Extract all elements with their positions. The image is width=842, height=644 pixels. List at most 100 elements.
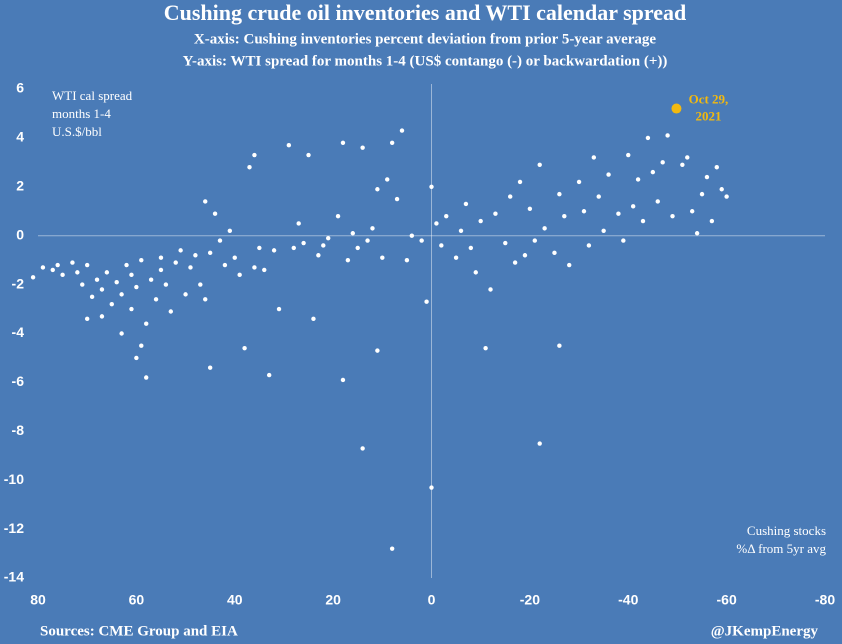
point <box>119 292 124 297</box>
point <box>99 287 105 292</box>
y-tick-label: 4 <box>16 129 24 145</box>
point <box>237 272 242 278</box>
source: Sources: CME Group and EIA <box>40 623 238 639</box>
point <box>232 255 237 260</box>
chart-title: Cushing crude oil inventories and WTI ca… <box>164 0 687 25</box>
annotation: 2021 <box>695 109 721 124</box>
point <box>291 245 296 251</box>
point <box>321 243 326 248</box>
point <box>685 155 690 160</box>
point <box>458 228 464 234</box>
y-tick-label: -10 <box>4 471 24 487</box>
point <box>699 191 705 197</box>
point <box>252 265 257 270</box>
point <box>360 145 365 150</box>
point <box>370 226 375 231</box>
point <box>645 135 651 141</box>
y-axis-label: U.S.$/bbl <box>52 124 102 139</box>
x-tick-label: 80 <box>30 592 46 608</box>
point <box>517 179 523 185</box>
point <box>404 257 410 263</box>
point <box>655 199 660 204</box>
point <box>144 321 149 326</box>
point <box>429 184 434 189</box>
point <box>399 128 405 133</box>
point <box>40 265 46 270</box>
y-tick-label: 6 <box>16 80 24 96</box>
point <box>389 546 395 551</box>
point <box>139 257 144 263</box>
point <box>626 152 631 158</box>
point <box>483 345 488 351</box>
point <box>616 211 621 216</box>
point <box>345 257 351 263</box>
point <box>630 204 636 209</box>
point <box>148 277 154 282</box>
point <box>296 221 301 226</box>
point <box>84 262 90 268</box>
x-axis-label: Cushing stocks <box>747 523 826 538</box>
point <box>512 260 518 265</box>
point <box>389 140 395 145</box>
x-axis-label: %Δ from 5yr avg <box>736 541 826 556</box>
point <box>419 238 424 243</box>
point <box>670 213 675 219</box>
point <box>488 287 493 292</box>
point <box>704 174 710 180</box>
point <box>168 309 174 314</box>
point <box>124 262 129 268</box>
point <box>375 348 380 353</box>
point <box>537 441 542 446</box>
point <box>350 231 355 236</box>
credit: @JKempEnergy <box>711 623 819 639</box>
point <box>493 211 498 216</box>
point <box>576 179 582 185</box>
point <box>104 270 110 275</box>
point <box>114 279 119 285</box>
point <box>50 267 55 273</box>
point <box>557 343 562 348</box>
point <box>355 245 360 251</box>
point <box>719 187 724 192</box>
point <box>70 260 75 265</box>
point <box>119 331 124 336</box>
point <box>724 194 729 199</box>
point <box>557 191 562 197</box>
y-tick-label: 0 <box>16 226 24 242</box>
point <box>709 218 715 224</box>
point <box>109 301 114 307</box>
point <box>567 262 572 268</box>
point <box>640 218 646 224</box>
point <box>596 194 601 199</box>
point <box>635 177 641 182</box>
point <box>173 260 178 265</box>
point <box>198 282 203 287</box>
point <box>424 299 429 304</box>
point <box>591 155 597 160</box>
point <box>144 375 149 380</box>
point <box>606 172 611 177</box>
point <box>203 297 208 302</box>
point <box>139 343 144 348</box>
point <box>257 245 262 251</box>
point <box>158 255 164 260</box>
point <box>227 228 233 234</box>
point <box>80 282 85 287</box>
point <box>463 201 469 207</box>
point <box>478 218 483 224</box>
point <box>601 228 606 234</box>
y-axis-label: WTI cal spread <box>52 88 133 103</box>
point <box>552 250 557 256</box>
point <box>193 253 198 258</box>
point <box>276 306 282 312</box>
y-tick-label: -6 <box>12 373 25 389</box>
point <box>163 282 169 287</box>
point <box>562 213 567 219</box>
point <box>242 345 247 351</box>
point <box>522 253 528 258</box>
point <box>375 187 380 192</box>
x-tick-label: -20 <box>520 592 540 608</box>
y-tick-label: -14 <box>4 569 24 585</box>
point <box>94 277 100 282</box>
